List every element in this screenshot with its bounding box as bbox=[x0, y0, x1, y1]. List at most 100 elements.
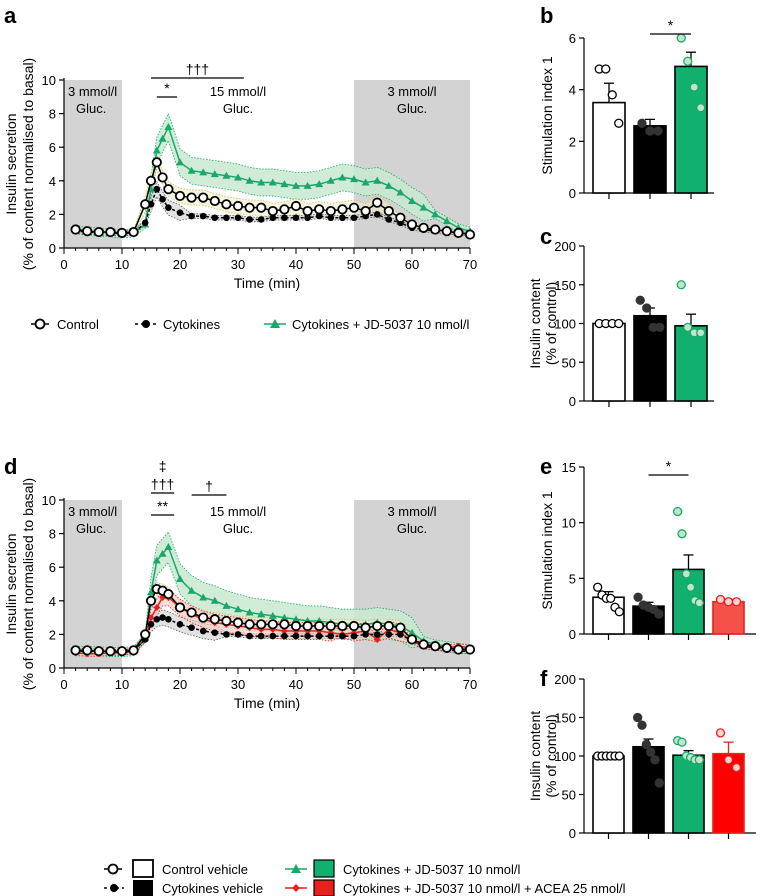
x-tick-label: 10 bbox=[115, 257, 129, 272]
point-control bbox=[395, 622, 406, 633]
point-cyto bbox=[315, 632, 323, 640]
point-control bbox=[116, 646, 128, 657]
point-cyto bbox=[350, 214, 358, 222]
point-control bbox=[174, 602, 186, 613]
sig-a-star-label: * bbox=[164, 80, 170, 96]
point-jd bbox=[158, 549, 167, 557]
point-control bbox=[221, 615, 232, 627]
x-axis-title: Time (min) bbox=[234, 695, 300, 711]
y-axis-title: Insulin secretion bbox=[3, 113, 19, 214]
point-control bbox=[337, 620, 348, 632]
bar-3 bbox=[712, 600, 745, 635]
point-control bbox=[256, 619, 267, 630]
point-jd bbox=[292, 181, 300, 189]
point-jd bbox=[326, 176, 335, 184]
y-tick-label: 200 bbox=[554, 672, 576, 687]
point-control bbox=[430, 641, 441, 652]
y-tick-label: 4 bbox=[569, 83, 576, 98]
y-tick-label: 4 bbox=[49, 594, 56, 609]
point-cyto bbox=[188, 624, 195, 631]
point-jd bbox=[234, 605, 242, 613]
point-control bbox=[198, 612, 209, 623]
legend-control-label: Control bbox=[57, 317, 99, 332]
data-point-0 bbox=[601, 64, 611, 74]
panel-label-c: c bbox=[540, 224, 552, 249]
point-cyto bbox=[362, 631, 369, 638]
point-cyto bbox=[257, 632, 265, 640]
sig-b-label: * bbox=[668, 17, 674, 33]
y-tick-label: 0 bbox=[569, 186, 576, 201]
glucose-label-1-line2: Gluc. bbox=[223, 521, 253, 536]
point-jd bbox=[187, 166, 196, 174]
point-control bbox=[244, 202, 255, 213]
point-cyto bbox=[269, 632, 277, 640]
glucose-label-2-line1: 3 mmol/l bbox=[387, 84, 436, 99]
data-point-0 bbox=[614, 118, 624, 128]
point-cyto bbox=[339, 632, 346, 640]
x-tick-label: 30 bbox=[231, 677, 245, 692]
y-axis-title-2: (% of control) bbox=[543, 714, 559, 797]
point-control bbox=[464, 644, 476, 655]
point-control bbox=[302, 620, 313, 632]
point-jd bbox=[176, 158, 184, 166]
point-cyto bbox=[159, 614, 166, 621]
legend2-cyto-box bbox=[133, 880, 153, 896]
data-point-1 bbox=[654, 778, 664, 788]
point-cyto bbox=[147, 621, 155, 628]
sem-lower-jd bbox=[75, 139, 471, 239]
point-jd bbox=[210, 596, 219, 604]
data-point-2 bbox=[676, 280, 686, 290]
y-axis-title: Stimulation index 1 bbox=[539, 56, 555, 175]
glucose-label-1-line2: Gluc. bbox=[223, 101, 253, 116]
point-cyto bbox=[199, 627, 207, 635]
point-cyto bbox=[315, 212, 323, 220]
data-point-3 bbox=[723, 755, 734, 765]
point-control bbox=[232, 617, 244, 628]
y-tick-label: 8 bbox=[49, 527, 56, 542]
data-point-0 bbox=[614, 751, 624, 761]
y-axis-title-2: (% of control) bbox=[543, 282, 559, 365]
y-tick-label: 6 bbox=[569, 31, 576, 46]
legend2-cyto-label: Cytokines vehicle bbox=[162, 881, 263, 896]
point-control bbox=[290, 620, 302, 632]
data-point-3 bbox=[723, 597, 734, 607]
glucose-label-0-line1: 3 mmol/l bbox=[68, 504, 117, 519]
point-jd bbox=[176, 574, 184, 582]
sig-a-dagger-label: ††† bbox=[186, 61, 209, 77]
point-cyto bbox=[281, 214, 288, 222]
point-jd bbox=[442, 217, 451, 225]
point-jd bbox=[257, 610, 266, 618]
point-control bbox=[151, 157, 162, 168]
point-jd bbox=[152, 556, 161, 564]
sig-d-dagger1-label: † bbox=[205, 478, 213, 494]
y-tick-label: 0 bbox=[569, 627, 576, 642]
data-point-1 bbox=[633, 592, 643, 602]
data-point-2 bbox=[677, 737, 687, 747]
point-control bbox=[395, 212, 406, 223]
data-point-1 bbox=[653, 126, 663, 136]
point-jd bbox=[338, 173, 347, 181]
legend2-acea-box bbox=[313, 879, 335, 896]
point-jd bbox=[257, 178, 266, 186]
point-control bbox=[337, 204, 348, 215]
point-cyto bbox=[211, 214, 219, 222]
point-control bbox=[418, 639, 429, 650]
bar-2 bbox=[672, 754, 705, 834]
data-point-2 bbox=[694, 755, 704, 765]
y-tick-label: 0 bbox=[49, 241, 56, 256]
point-control bbox=[267, 205, 278, 217]
data-point-2 bbox=[686, 582, 696, 592]
point-cyto bbox=[373, 631, 381, 638]
legend-cytokines-label: Cytokines bbox=[163, 317, 221, 332]
y-tick-label: 150 bbox=[554, 711, 576, 726]
point-control bbox=[209, 195, 220, 207]
point-cyto bbox=[199, 212, 207, 220]
point-cyto bbox=[385, 216, 393, 223]
point-jd bbox=[280, 180, 289, 188]
point-control bbox=[279, 619, 290, 630]
point-control bbox=[232, 200, 244, 212]
bar-0 bbox=[592, 755, 625, 834]
data-point-1 bbox=[655, 322, 665, 333]
point-jd bbox=[419, 203, 428, 211]
